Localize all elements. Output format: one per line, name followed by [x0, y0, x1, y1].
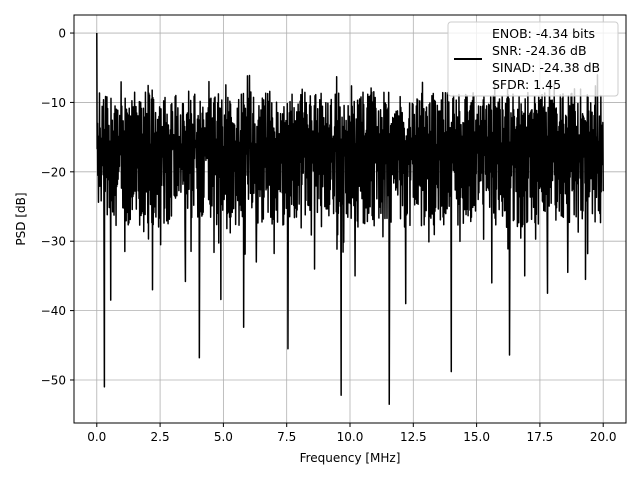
x-tick-label: 7.5	[277, 430, 296, 444]
legend-box	[447, 21, 619, 97]
y-tick-label: −10	[41, 96, 66, 110]
y-tick-label: −40	[41, 304, 66, 318]
y-axis-label: PSD [dB]	[14, 192, 28, 245]
y-tick-label: −30	[41, 235, 66, 249]
x-axis-label: Frequency [MHz]	[300, 451, 401, 465]
psd-series-line	[96, 33, 604, 406]
plot-area	[96, 33, 604, 406]
legend: ENOB: -4.34 bits SNR: -24.36 dB SINAD: -24…	[447, 21, 619, 97]
x-tick-label: 15.0	[463, 430, 490, 444]
x-tick-label: 20.0	[590, 430, 617, 444]
x-tick-label: 5.0	[214, 430, 233, 444]
legend-entry-line: SFDR: 1.45	[492, 77, 561, 92]
x-tick-label: 12.5	[400, 430, 427, 444]
y-tick-label: 0	[58, 27, 66, 41]
legend-entry-line: ENOB: -4.34 bits	[492, 26, 595, 41]
y-tick-label: −20	[41, 165, 66, 179]
x-tick-label: 17.5	[527, 430, 554, 444]
axis-ticks: 0.0 2.5 5.0 7.5 10.0 12.5 15.0 17.5 20.0 0 −10 −20 −…	[41, 27, 617, 444]
x-tick-label: 10.0	[337, 430, 364, 444]
y-tick-label: −50	[41, 373, 66, 387]
legend-entry-line: SNR: -24.36 dB	[492, 43, 587, 58]
legend-entry-line: SINAD: -24.38 dB	[492, 60, 600, 75]
x-tick-label: 0.0	[87, 430, 106, 444]
x-tick-label: 2.5	[151, 430, 170, 444]
